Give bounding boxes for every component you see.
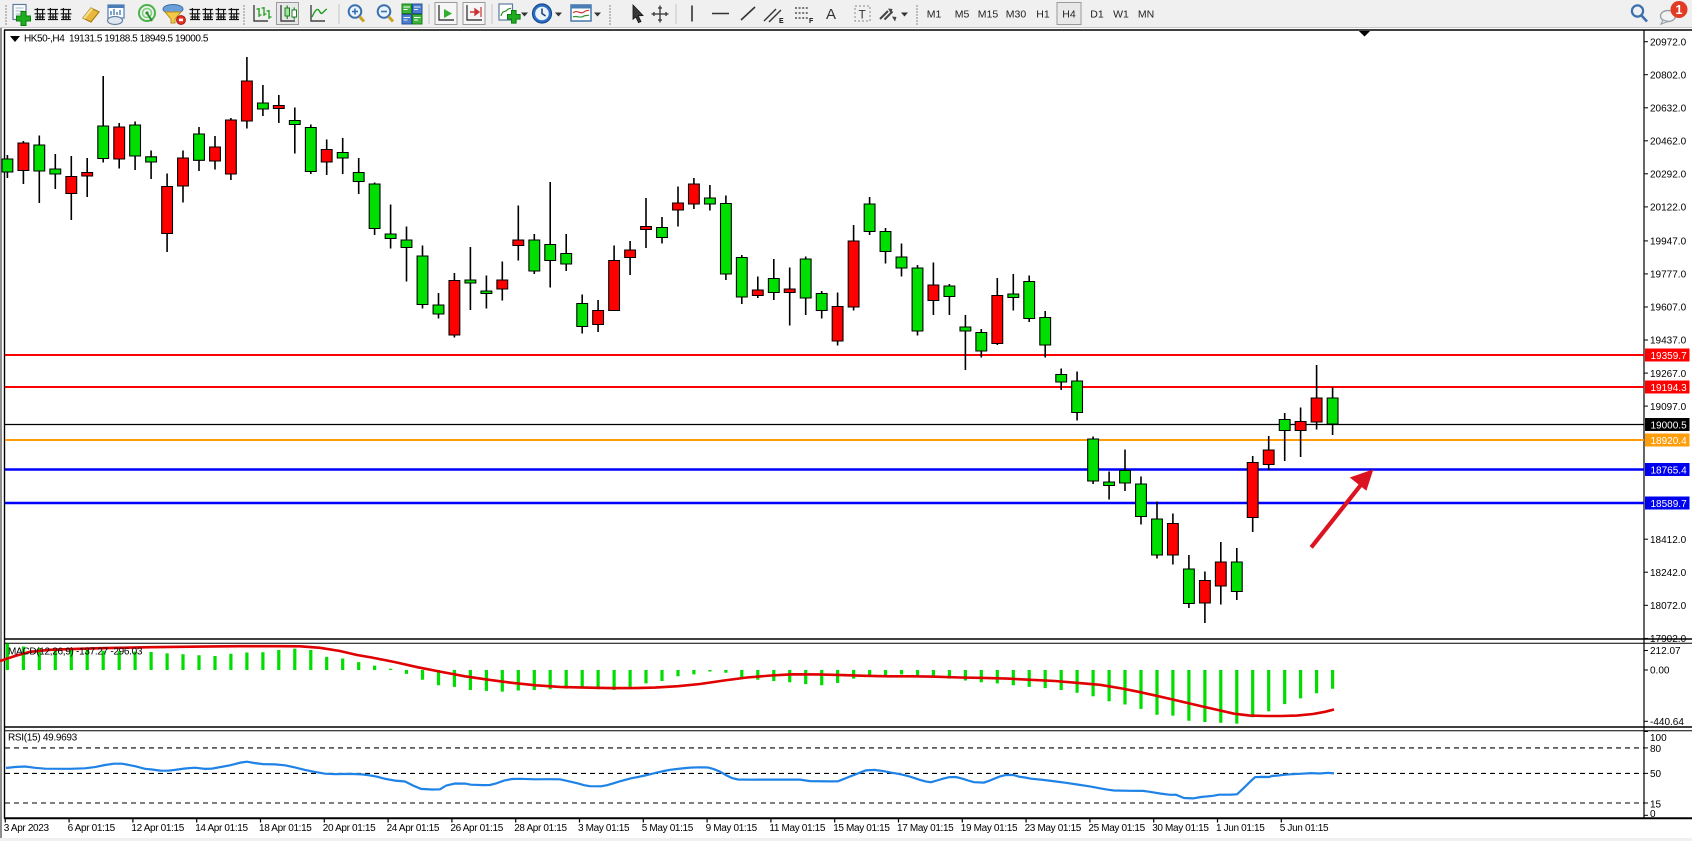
svg-text:19 May 01:15: 19 May 01:15 <box>961 823 1018 834</box>
svg-text:50: 50 <box>1650 769 1662 780</box>
svg-text:212.07: 212.07 <box>1650 646 1681 657</box>
svg-text:20292.0: 20292.0 <box>1650 170 1687 181</box>
svg-text:H4: H4 <box>1062 9 1076 21</box>
svg-text:12 Apr 01:15: 12 Apr 01:15 <box>131 823 184 834</box>
svg-text:17 May 01:15: 17 May 01:15 <box>897 823 954 834</box>
svg-text:MN: MN <box>1138 9 1154 21</box>
svg-text:24 Apr 01:15: 24 Apr 01:15 <box>387 823 440 834</box>
svg-text:25 May 01:15: 25 May 01:15 <box>1088 823 1145 834</box>
svg-text:0.00: 0.00 <box>1650 666 1670 677</box>
svg-text:-440.64: -440.64 <box>1650 717 1684 728</box>
svg-text:3 Apr 2023: 3 Apr 2023 <box>4 823 50 834</box>
svg-text:3 May 01:15: 3 May 01:15 <box>578 823 630 834</box>
svg-text:M30: M30 <box>1006 9 1027 21</box>
svg-text:19000.5: 19000.5 <box>1651 420 1688 431</box>
svg-text:18072.0: 18072.0 <box>1650 601 1687 612</box>
svg-text:19194.3: 19194.3 <box>1651 383 1688 394</box>
svg-text:19359.7: 19359.7 <box>1651 351 1688 362</box>
svg-text:20972.0: 20972.0 <box>1650 37 1687 48</box>
svg-text:17902.0: 17902.0 <box>1650 634 1687 645</box>
svg-text:14 Apr 01:15: 14 Apr 01:15 <box>195 823 248 834</box>
svg-text:A: A <box>826 6 836 23</box>
svg-text:19947.0: 19947.0 <box>1650 237 1687 248</box>
svg-text:15: 15 <box>1650 800 1662 811</box>
svg-text:1 Jun 01:15: 1 Jun 01:15 <box>1216 823 1265 834</box>
svg-text:19097.0: 19097.0 <box>1650 402 1687 413</box>
svg-text:18242.0: 18242.0 <box>1650 568 1687 579</box>
svg-text:18920.4: 18920.4 <box>1651 436 1688 447</box>
svg-text:19777.0: 19777.0 <box>1650 270 1687 281</box>
svg-text:E: E <box>779 18 784 25</box>
svg-text:20 Apr 01:15: 20 Apr 01:15 <box>323 823 376 834</box>
svg-text:M1: M1 <box>927 9 942 21</box>
svg-text:9 May 01:15: 9 May 01:15 <box>706 823 758 834</box>
svg-text:W1: W1 <box>1113 9 1129 21</box>
svg-text:19267.0: 19267.0 <box>1650 369 1687 380</box>
svg-text:M5: M5 <box>955 9 970 21</box>
svg-text:15 May 01:15: 15 May 01:15 <box>833 823 890 834</box>
svg-text:18589.7: 18589.7 <box>1651 499 1688 510</box>
svg-text:18412.0: 18412.0 <box>1650 535 1687 546</box>
svg-text:0: 0 <box>1650 809 1656 820</box>
svg-text:80: 80 <box>1650 744 1662 755</box>
svg-text:5 Jun 01:15: 5 Jun 01:15 <box>1280 823 1329 834</box>
svg-text:18765.4: 18765.4 <box>1651 465 1688 476</box>
svg-text:D1: D1 <box>1090 9 1104 21</box>
svg-text:20632.0: 20632.0 <box>1650 104 1687 115</box>
svg-text:18 Apr 01:15: 18 Apr 01:15 <box>259 823 312 834</box>
svg-text:28 Apr 01:15: 28 Apr 01:15 <box>514 823 567 834</box>
svg-text:100: 100 <box>1650 733 1667 744</box>
svg-text:HK50-,H4 19131.5 19188.5 1894: HK50-,H4 19131.5 19188.5 18949.5 19000.5 <box>24 34 209 45</box>
svg-text:5 May 01:15: 5 May 01:15 <box>642 823 694 834</box>
svg-text:19437.0: 19437.0 <box>1650 336 1687 347</box>
svg-text:M15: M15 <box>978 9 999 21</box>
svg-text:6 Apr 01:15: 6 Apr 01:15 <box>68 823 116 834</box>
svg-text:26 Apr 01:15: 26 Apr 01:15 <box>450 823 503 834</box>
svg-text:20802.0: 20802.0 <box>1650 70 1687 81</box>
svg-text:23 May 01:15: 23 May 01:15 <box>1025 823 1082 834</box>
svg-text:MACD(12,26,9) -137.27 -296.03: MACD(12,26,9) -137.27 -296.03 <box>8 647 143 658</box>
svg-text:1: 1 <box>1676 3 1683 17</box>
svg-text:20462.0: 20462.0 <box>1650 137 1687 148</box>
svg-text:F: F <box>809 18 814 25</box>
svg-text:20122.0: 20122.0 <box>1650 203 1687 214</box>
svg-text:T: T <box>859 8 867 22</box>
svg-text:30 May 01:15: 30 May 01:15 <box>1152 823 1209 834</box>
svg-text:11 May 01:15: 11 May 01:15 <box>769 823 825 834</box>
svg-text:RSI(15) 49.9693: RSI(15) 49.9693 <box>8 733 78 744</box>
svg-text:19607.0: 19607.0 <box>1650 303 1687 314</box>
svg-text:H1: H1 <box>1036 9 1050 21</box>
